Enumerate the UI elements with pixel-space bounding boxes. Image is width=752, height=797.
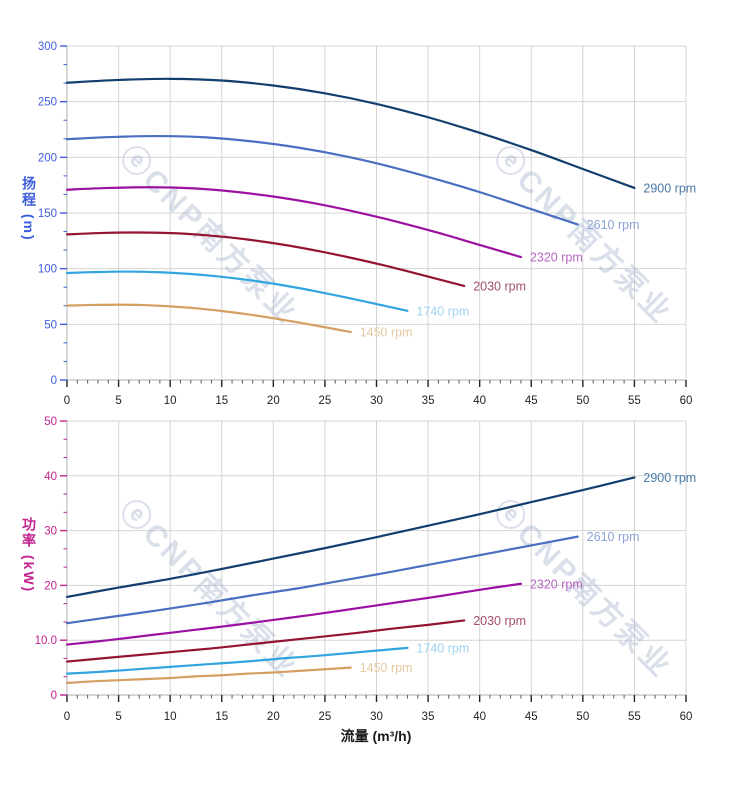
series-curve-1740-rpm <box>65 646 409 675</box>
power-axis-title: 功率 (kW) <box>21 517 37 594</box>
x-tick-label: 15 <box>215 395 228 407</box>
series-curve-2030-rpm <box>65 619 466 663</box>
series-label-2610-rpm: 2610 rpm <box>587 218 640 232</box>
x-tick-label: 5 <box>115 395 121 407</box>
y-tick-label: 0 <box>51 690 57 702</box>
y-tick-label: 150 <box>38 208 57 220</box>
x-tick-label: 50 <box>576 711 589 723</box>
series-label-1740-rpm: 1740 rpm <box>416 304 469 318</box>
series-curve-2900-rpm <box>65 476 636 599</box>
series-label-2900-rpm: 2900 rpm <box>643 471 696 485</box>
x-tick-label: 40 <box>473 711 486 723</box>
x-tick-label: 10 <box>164 395 177 407</box>
y-tick-label: 10.0 <box>35 635 57 647</box>
series-curve-2030-rpm <box>65 231 466 288</box>
series-curve-2610-rpm <box>65 134 579 226</box>
y-tick-label: 100 <box>38 264 57 276</box>
series-label-2610-rpm: 2610 rpm <box>587 530 640 544</box>
x-axis: 0 5 10 15 20 25 30 35 40 45 50 55 60 <box>64 695 693 723</box>
y-tick-label: 250 <box>38 97 57 109</box>
series-curve-1450-rpm <box>65 303 352 334</box>
x-tick-label: 25 <box>319 711 332 723</box>
head-axis-title: 扬程 (m) <box>21 176 37 242</box>
series-curve-2900-rpm <box>65 77 636 190</box>
y-axis: 0 10.0 20 30 40 50 <box>35 416 67 702</box>
y-tick-label: 50 <box>44 416 57 428</box>
series-label-2030-rpm: 2030 rpm <box>473 614 526 628</box>
series-label-1740-rpm: 1740 rpm <box>416 641 469 655</box>
series-label-2320-rpm: 2320 rpm <box>530 577 583 591</box>
x-tick-label: 55 <box>628 711 641 723</box>
x-tick-label: 0 <box>64 711 70 723</box>
series-curve-1740-rpm <box>65 270 409 312</box>
x-tick-label: 35 <box>422 395 435 407</box>
x-tick-label: 20 <box>267 395 280 407</box>
x-tick-label: 45 <box>525 711 538 723</box>
x-tick-label: 20 <box>267 711 280 723</box>
series-label-2030-rpm: 2030 rpm <box>473 279 526 293</box>
y-tick-label: 40 <box>44 471 57 483</box>
y-axis: 0 50 100 150 200 250 300 <box>38 41 67 387</box>
series-label-2900-rpm: 2900 rpm <box>643 181 696 195</box>
x-tick-label: 60 <box>680 711 693 723</box>
series-label-1450-rpm: 1450 rpm <box>360 661 413 675</box>
y-tick-label: 300 <box>38 41 57 53</box>
x-tick-label: 50 <box>576 395 589 407</box>
x-axis: 0 5 10 15 20 25 30 35 40 45 50 55 60 <box>64 380 693 407</box>
series-curve-2320-rpm <box>65 582 523 646</box>
y-tick-label: 20 <box>44 580 57 592</box>
x-tick-label: 0 <box>64 395 70 407</box>
series-label-1450-rpm: 1450 rpm <box>360 326 413 340</box>
y-tick-label: 50 <box>44 319 57 331</box>
x-tick-label: 35 <box>422 711 435 723</box>
y-tick-label: 30 <box>44 526 57 538</box>
x-tick-label: 40 <box>473 395 486 407</box>
flow-axis-title: 流量 (m³/h) <box>340 728 412 744</box>
x-tick-label: 5 <box>115 711 121 723</box>
x-tick-label: 45 <box>525 395 538 407</box>
watermark-text: ⓔCNP南方泵业 <box>113 493 305 685</box>
x-tick-label: 10 <box>164 711 177 723</box>
y-tick-label: 200 <box>38 152 57 164</box>
series-curve-1450-rpm <box>65 666 352 685</box>
x-tick-label: 60 <box>680 395 693 407</box>
x-tick-label: 25 <box>319 395 332 407</box>
series-label-2320-rpm: 2320 rpm <box>530 251 583 265</box>
x-tick-label: 30 <box>370 395 383 407</box>
series-curve-2320-rpm <box>65 186 523 259</box>
x-tick-label: 15 <box>215 711 228 723</box>
series-curve-2610-rpm <box>65 535 579 625</box>
x-tick-label: 30 <box>370 711 383 723</box>
y-tick-label: 0 <box>51 375 57 387</box>
x-tick-label: 55 <box>628 395 641 407</box>
